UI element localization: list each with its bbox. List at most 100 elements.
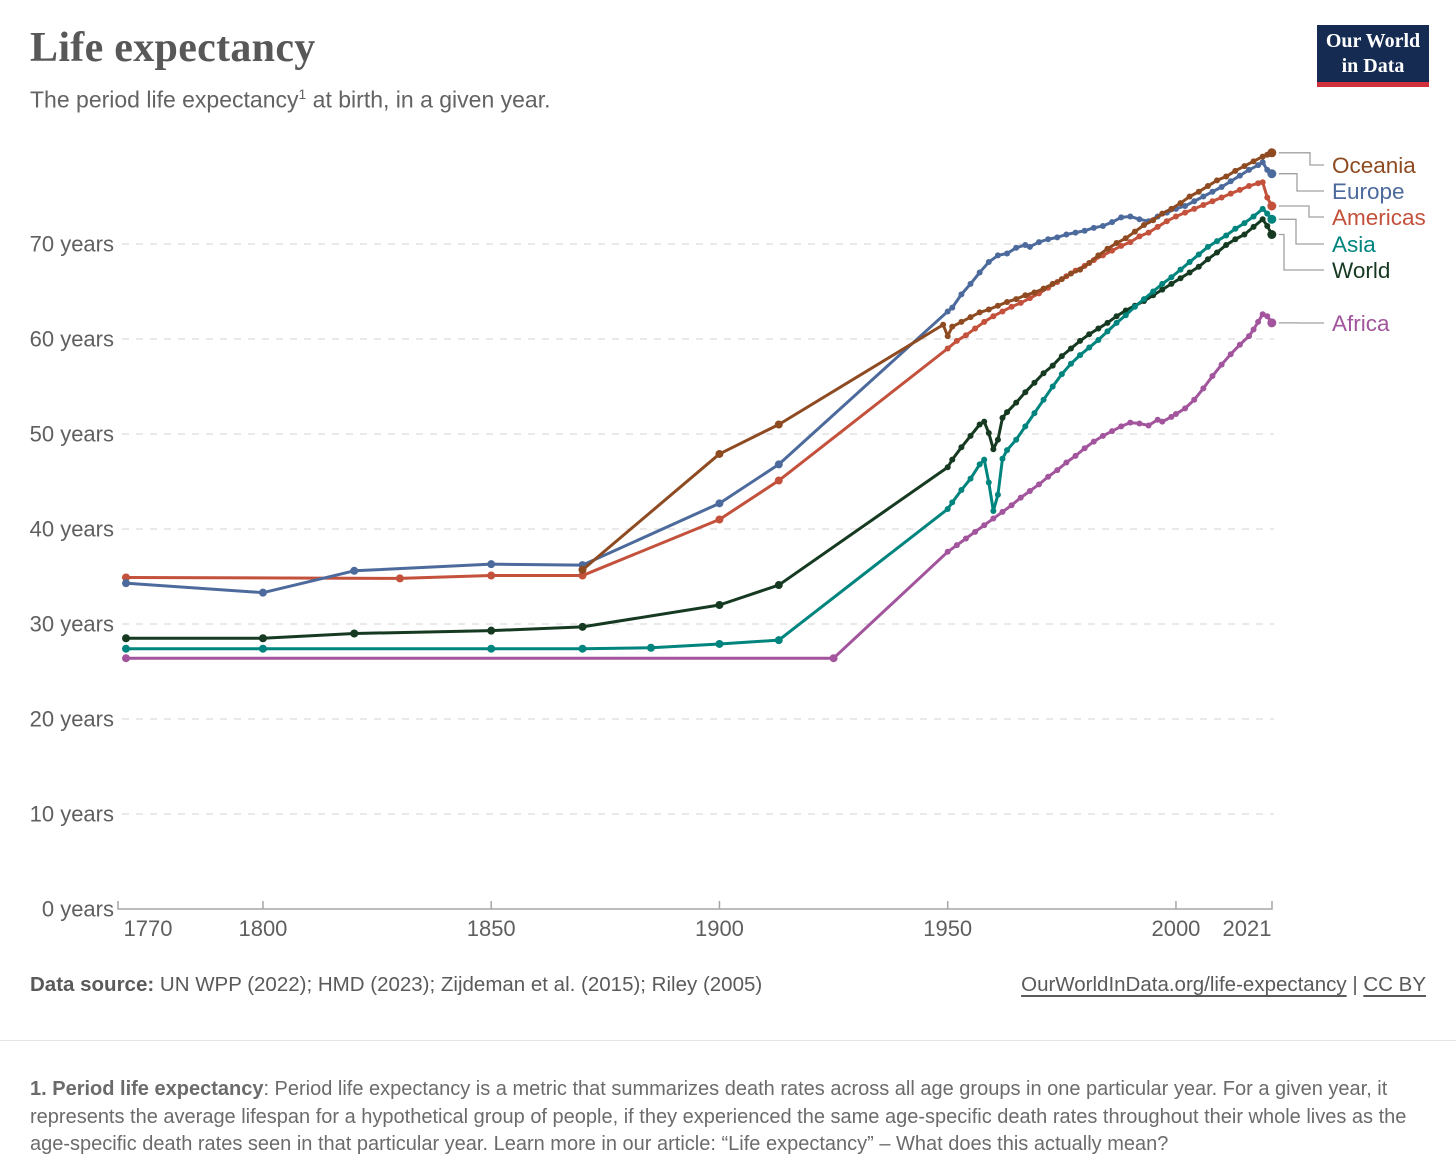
data-point	[1127, 213, 1134, 220]
data-point	[1040, 396, 1047, 403]
data-point	[1109, 247, 1116, 254]
owid-logo-line2: in Data	[1341, 55, 1405, 77]
data-point	[1182, 209, 1189, 216]
series-line-oceania[interactable]	[581, 151, 1274, 572]
data-point	[122, 644, 130, 653]
data-point	[1264, 222, 1271, 229]
data-point	[1040, 370, 1047, 377]
data-point	[1255, 318, 1262, 325]
series-asia[interactable]: Asia	[122, 205, 1376, 653]
data-point	[1227, 178, 1234, 185]
data-point	[1086, 331, 1093, 338]
owid-logo[interactable]: Our World in Data	[1317, 25, 1429, 87]
legend-label-asia[interactable]: Asia	[1332, 232, 1376, 257]
data-point	[1140, 296, 1147, 303]
y-axis-tick-label: 10 years	[30, 802, 114, 827]
data-point	[1136, 420, 1143, 427]
legend-label-americas[interactable]: Americas	[1332, 205, 1426, 230]
footer-source-row: Data source: UN WPP (2022); HMD (2023); …	[30, 973, 1426, 997]
data-point	[958, 291, 965, 298]
x-axis-tick-label: 1950	[923, 916, 972, 941]
data-point	[578, 644, 587, 653]
footnote-article-link[interactable]: “Life expectancy” – What does this actua…	[721, 1133, 1169, 1155]
legend-label-world[interactable]: World	[1332, 258, 1390, 283]
series-line-africa[interactable]	[124, 312, 1274, 660]
data-point	[1259, 205, 1266, 212]
data-point	[1204, 256, 1211, 263]
x-axis-tick-label: 2021	[1223, 916, 1272, 941]
data-point	[1013, 436, 1020, 443]
data-point	[1049, 280, 1056, 287]
data-point	[1191, 396, 1198, 403]
series-americas[interactable]: Americas	[122, 179, 1426, 583]
owid-url-link[interactable]: OurWorldInData.org/life-expectancy	[1021, 973, 1347, 996]
data-point	[774, 581, 783, 590]
data-point	[122, 654, 130, 663]
series-world[interactable]: World	[122, 216, 1390, 643]
data-point	[1104, 328, 1111, 335]
data-point	[949, 456, 956, 463]
footnote-marker: 1	[298, 86, 307, 102]
data-point	[774, 420, 783, 429]
data-point	[976, 461, 983, 468]
data-point	[1026, 243, 1033, 250]
data-point	[1136, 216, 1143, 223]
x-axis-tick-label: 1800	[238, 916, 287, 941]
data-point	[1159, 418, 1166, 425]
series-line-americas[interactable]	[124, 180, 1274, 580]
data-point	[1209, 373, 1216, 380]
data-point	[1154, 416, 1161, 423]
data-point	[487, 644, 496, 653]
data-point	[1118, 214, 1125, 221]
data-point	[258, 588, 267, 597]
data-point	[1186, 259, 1193, 266]
legend-label-europe[interactable]: Europe	[1332, 179, 1405, 204]
data-point	[1004, 447, 1011, 454]
data-point	[1159, 280, 1166, 287]
series-oceania[interactable]: Oceania	[578, 148, 1417, 574]
chart-subtitle: The period life expectancy1 at birth, in…	[30, 86, 551, 114]
x-axis-tick-label: 1900	[695, 916, 744, 941]
series-africa[interactable]: Africa	[122, 311, 1390, 663]
data-point	[578, 571, 587, 580]
data-point	[1026, 295, 1033, 302]
legend-connector	[1278, 218, 1324, 245]
data-point	[1136, 233, 1143, 240]
data-point	[1004, 250, 1011, 257]
series-line-world[interactable]	[124, 217, 1274, 640]
data-point	[1086, 344, 1093, 351]
data-point	[1250, 158, 1257, 165]
footnote-term: 1. Period life expectancy	[30, 1078, 264, 1100]
data-point	[1241, 220, 1248, 227]
data-point	[1122, 312, 1129, 319]
data-point	[1067, 360, 1074, 367]
data-point	[1177, 275, 1184, 282]
subtitle-text: The period life expectancy	[30, 86, 299, 113]
data-point	[1204, 183, 1211, 190]
data-point	[1118, 242, 1125, 249]
data-point	[1267, 318, 1277, 328]
data-point	[944, 345, 951, 352]
data-point	[1077, 337, 1084, 344]
data-point	[1067, 345, 1074, 352]
legend-label-oceania[interactable]: Oceania	[1332, 153, 1416, 178]
series-line-asia[interactable]	[124, 207, 1274, 651]
legend-connector	[1278, 205, 1324, 218]
data-point	[999, 455, 1006, 462]
data-point	[1259, 153, 1266, 160]
data-point	[1022, 292, 1029, 299]
data-point	[1154, 223, 1161, 230]
data-point	[953, 337, 960, 344]
data-point	[1049, 383, 1056, 390]
data-point	[1072, 229, 1079, 236]
data-point	[1172, 213, 1179, 220]
data-point	[1017, 494, 1024, 501]
data-point	[1145, 229, 1152, 236]
data-point	[1186, 193, 1193, 200]
data-point	[1081, 227, 1088, 234]
data-point	[1104, 245, 1111, 252]
x-axis-tick-label: 2000	[1151, 916, 1200, 941]
legend-label-africa[interactable]: Africa	[1332, 311, 1390, 336]
license-link[interactable]: CC BY	[1363, 973, 1426, 996]
data-point	[1236, 341, 1243, 348]
